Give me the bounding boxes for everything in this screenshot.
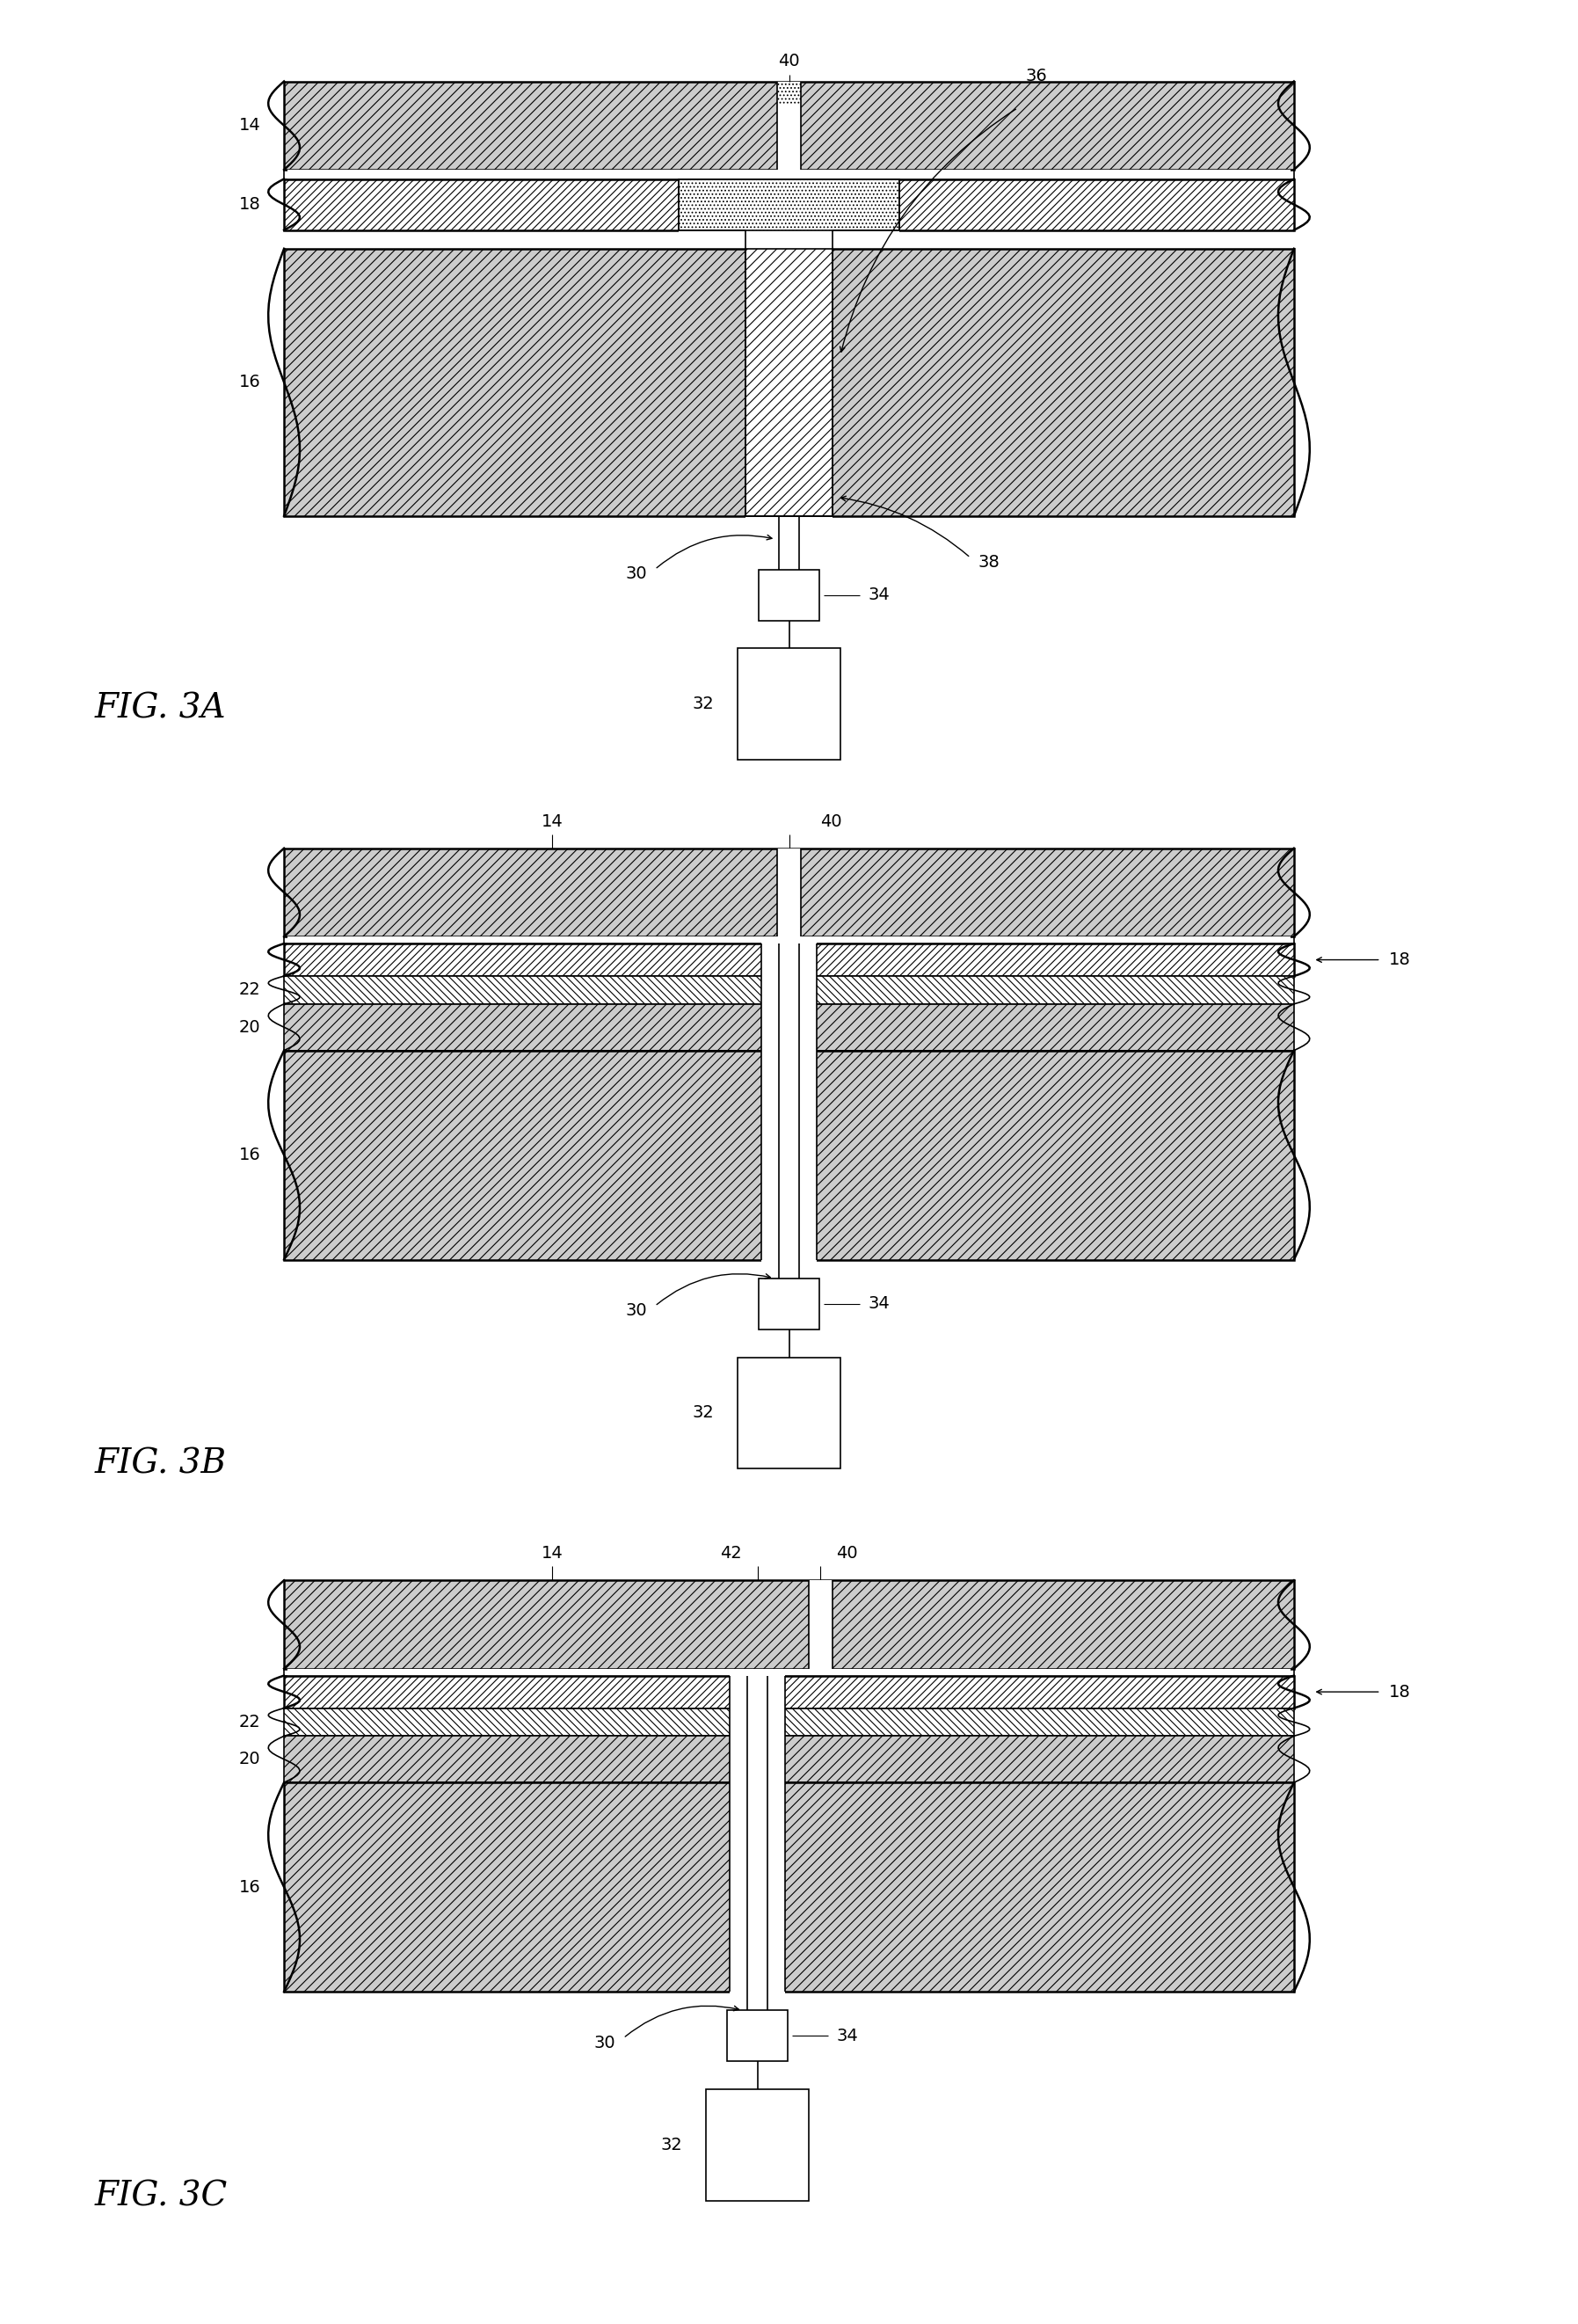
Bar [287, 170, 1291, 179]
Bar [284, 249, 1294, 516]
Bar [727, 2010, 787, 2061]
Text: 32: 32 [693, 695, 715, 713]
Text: 18: 18 [1389, 1683, 1411, 1701]
Text: 32: 32 [661, 2136, 682, 2154]
Text: 34: 34 [868, 586, 890, 604]
Bar [739, 648, 839, 760]
Bar [284, 944, 1294, 976]
Bar [287, 937, 1291, 944]
Bar [284, 976, 1294, 1004]
Bar [739, 1357, 839, 1469]
Bar [745, 249, 833, 516]
Text: FIG. 3A: FIG. 3A [95, 693, 226, 725]
Bar [679, 179, 899, 230]
Text: 18: 18 [1389, 951, 1411, 969]
Text: 38: 38 [978, 553, 1000, 572]
Text: 34: 34 [868, 1294, 890, 1313]
Bar [778, 81, 802, 105]
Text: 22: 22 [238, 1713, 260, 1731]
Bar [707, 2089, 810, 2201]
Bar [284, 1580, 1294, 1669]
Bar [284, 1708, 1294, 1736]
Bar [810, 1580, 833, 1669]
Text: 20: 20 [238, 1750, 260, 1769]
Bar [778, 81, 802, 170]
Bar [761, 941, 817, 1262]
Bar [679, 177, 899, 232]
Bar [284, 1783, 1294, 1992]
Bar [284, 1050, 1294, 1260]
Text: 14: 14 [541, 1545, 563, 1562]
Text: 32: 32 [693, 1404, 715, 1422]
Text: 18: 18 [238, 195, 260, 214]
Text: 30: 30 [625, 1301, 647, 1320]
Text: FIG. 3B: FIG. 3B [95, 1448, 227, 1480]
Text: 22: 22 [238, 981, 260, 999]
Bar [284, 81, 1294, 170]
Text: 40: 40 [836, 1545, 858, 1562]
Bar [759, 569, 819, 621]
Text: 30: 30 [625, 565, 647, 583]
Bar [778, 848, 802, 937]
Bar [284, 179, 1294, 230]
Bar [287, 1669, 1291, 1676]
Text: 30: 30 [593, 2034, 615, 2052]
Bar [284, 1676, 1294, 1708]
Bar [284, 848, 1294, 937]
Bar [729, 1673, 784, 1994]
Text: 16: 16 [238, 374, 260, 390]
Text: 16: 16 [238, 1878, 260, 1896]
Text: 20: 20 [238, 1018, 260, 1037]
Text: 34: 34 [836, 2027, 858, 2045]
Text: FIG. 3C: FIG. 3C [95, 2180, 227, 2212]
Bar [284, 1004, 1294, 1050]
Text: 40: 40 [778, 53, 800, 70]
Text: 16: 16 [238, 1146, 260, 1164]
Text: 36: 36 [1026, 67, 1048, 84]
Text: 14: 14 [541, 813, 563, 830]
Bar [745, 246, 833, 518]
Text: 40: 40 [821, 813, 843, 830]
Bar [759, 1278, 819, 1329]
Text: 14: 14 [238, 116, 260, 135]
Text: 42: 42 [720, 1545, 742, 1562]
Bar [284, 1736, 1294, 1783]
